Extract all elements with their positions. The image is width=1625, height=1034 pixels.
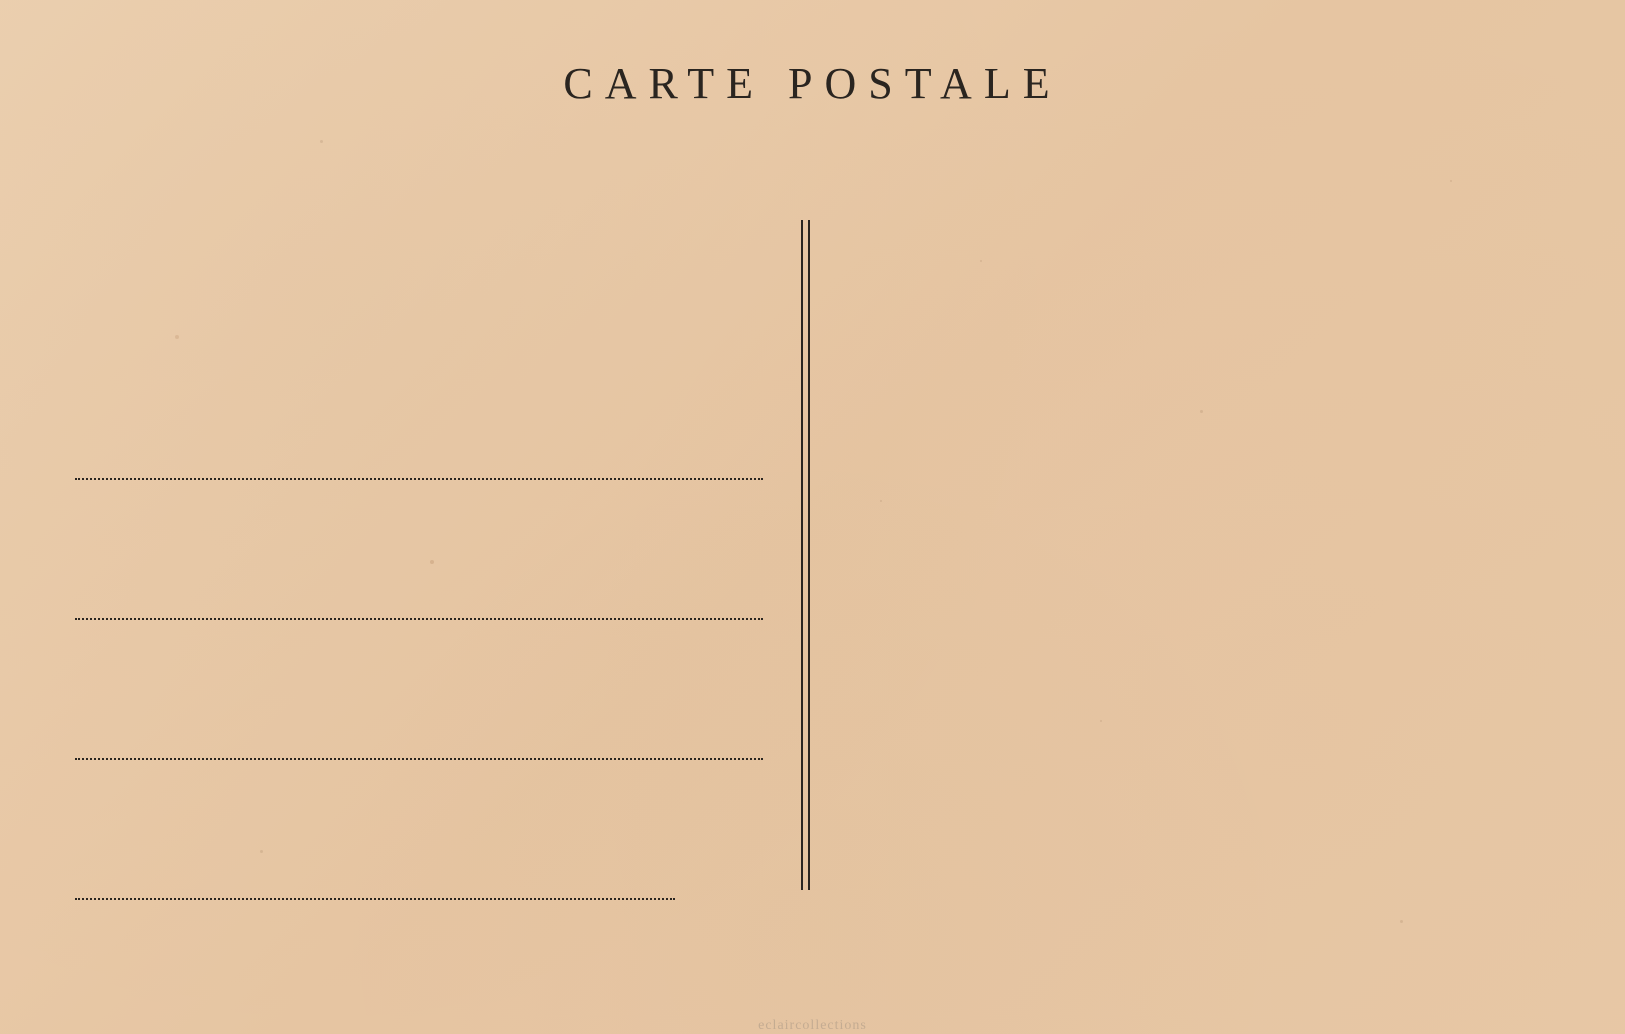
paper-speck xyxy=(980,260,982,262)
paper-speck xyxy=(320,140,323,143)
paper-speck xyxy=(175,335,179,339)
paper-speck xyxy=(260,850,263,853)
paper-speck xyxy=(1200,410,1203,413)
address-line-4 xyxy=(75,898,675,900)
paper-speck xyxy=(1450,180,1452,182)
paper-speck xyxy=(880,500,882,502)
address-line-3 xyxy=(75,758,763,760)
postcard-back: CARTE POSTALE eclaircollections xyxy=(0,0,1625,1034)
paper-speck xyxy=(1100,720,1102,722)
paper-speck xyxy=(1400,920,1403,923)
address-line-1 xyxy=(75,478,763,480)
postcard-title: CARTE POSTALE xyxy=(563,58,1061,109)
vertical-divider xyxy=(801,220,811,890)
address-line-2 xyxy=(75,618,763,620)
paper-speck xyxy=(430,560,434,564)
watermark-text: eclaircollections xyxy=(758,1018,867,1034)
